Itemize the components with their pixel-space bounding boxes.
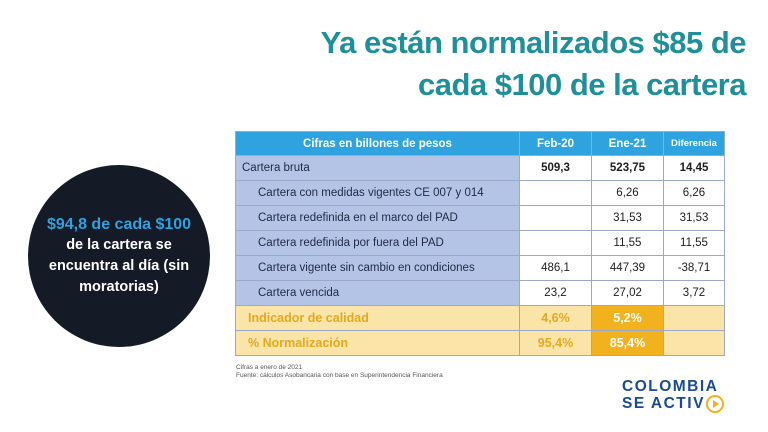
cell-ene: 5,2% bbox=[591, 305, 664, 331]
cell-ene: 11,55 bbox=[591, 230, 664, 256]
row-label: Indicador de calidad bbox=[235, 305, 520, 331]
cell-ene: 523,75 bbox=[591, 155, 664, 181]
cell-ene: 85,4% bbox=[591, 330, 664, 356]
table-row-medidas-vigentes: Cartera con medidas vigentes CE 007 y 01… bbox=[235, 180, 725, 206]
table-row-redefinida-pad: Cartera redefinida en el marco del PAD 3… bbox=[235, 205, 725, 231]
headline-line-1: Ya están normalizados $85 de bbox=[320, 25, 747, 60]
row-label: Cartera con medidas vigentes CE 007 y 01… bbox=[235, 180, 520, 206]
cell-ene: 6,26 bbox=[591, 180, 664, 206]
row-label: Cartera redefinida en el marco del PAD bbox=[235, 205, 520, 231]
summary-highlight: $94,8 de cada $100 bbox=[46, 215, 192, 233]
summary-text: de la cartera se encuentra al día (sin m… bbox=[48, 236, 190, 295]
cell-feb bbox=[519, 230, 592, 256]
source-notes: Cifras a enero de 2021 Fuente: cálculos … bbox=[236, 364, 443, 380]
cell-feb: 486,1 bbox=[519, 255, 592, 281]
cell-dif bbox=[663, 305, 725, 331]
cell-feb bbox=[519, 205, 592, 231]
cell-dif: 14,45 bbox=[663, 155, 725, 181]
header-diferencia: Diferencia bbox=[663, 131, 725, 156]
notes-source: Fuente: cálculos Asobancaria con base en… bbox=[236, 372, 443, 379]
cell-ene: 31,53 bbox=[591, 205, 664, 231]
loan-portfolio-table: Cifras en billones de pesos Feb-20 Ene-2… bbox=[235, 131, 725, 356]
notes-date: Cifras a enero de 2021 bbox=[236, 364, 303, 371]
row-label: Cartera redefinida por fuera del PAD bbox=[235, 230, 520, 256]
table-row-redefinida-fuera-pad: Cartera redefinida por fuera del PAD 11,… bbox=[235, 230, 725, 256]
cell-dif: 3,72 bbox=[663, 280, 725, 306]
row-label: Cartera vencida bbox=[235, 280, 520, 306]
table-row-cartera-bruta: Cartera bruta 509,3 523,75 14,45 bbox=[235, 155, 725, 181]
cell-dif: -38,71 bbox=[663, 255, 725, 281]
cell-feb: 23,2 bbox=[519, 280, 592, 306]
header-label: Cifras en billones de pesos bbox=[235, 131, 520, 156]
cell-feb: 4,6% bbox=[519, 305, 592, 331]
cell-feb: 95,4% bbox=[519, 330, 592, 356]
table-row-indicador-calidad: Indicador de calidad 4,6% 5,2% bbox=[235, 305, 725, 331]
cell-ene: 447,39 bbox=[591, 255, 664, 281]
cell-dif: 11,55 bbox=[663, 230, 725, 256]
table-row-vigente-sin-cambio: Cartera vigente sin cambio en condicione… bbox=[235, 255, 725, 281]
table-row-cartera-vencida: Cartera vencida 23,2 27,02 3,72 bbox=[235, 280, 725, 306]
logo-line-2-text: SE ACTIV bbox=[622, 395, 705, 412]
cell-dif: 31,53 bbox=[663, 205, 725, 231]
cell-feb bbox=[519, 180, 592, 206]
play-triangle-icon bbox=[705, 395, 724, 413]
cell-dif: 6,26 bbox=[663, 180, 725, 206]
row-label: % Normalización bbox=[235, 330, 520, 356]
logo-line-1: COLOMBIA bbox=[622, 378, 719, 395]
cell-feb: 509,3 bbox=[519, 155, 592, 181]
header-ene-21: Ene-21 bbox=[591, 131, 664, 156]
header-feb-20: Feb-20 bbox=[519, 131, 592, 156]
row-label: Cartera bruta bbox=[235, 155, 520, 181]
row-label: Cartera vigente sin cambio en condicione… bbox=[235, 255, 520, 281]
headline: Ya están normalizados $85 de cada $100 d… bbox=[276, 22, 747, 106]
headline-line-2: cada $100 de la cartera bbox=[417, 67, 747, 102]
cell-ene: 27,02 bbox=[591, 280, 664, 306]
colombia-se-activa-logo: COLOMBIA SE ACTIV bbox=[622, 378, 752, 413]
cell-dif bbox=[663, 330, 725, 356]
table-header-row: Cifras en billones de pesos Feb-20 Ene-2… bbox=[235, 131, 725, 156]
logo-line-2: SE ACTIV bbox=[622, 395, 752, 413]
table-row-normalizacion: % Normalización 95,4% 85,4% bbox=[235, 330, 725, 356]
summary-circle: $94,8 de cada $100 de la cartera se encu… bbox=[28, 165, 210, 347]
